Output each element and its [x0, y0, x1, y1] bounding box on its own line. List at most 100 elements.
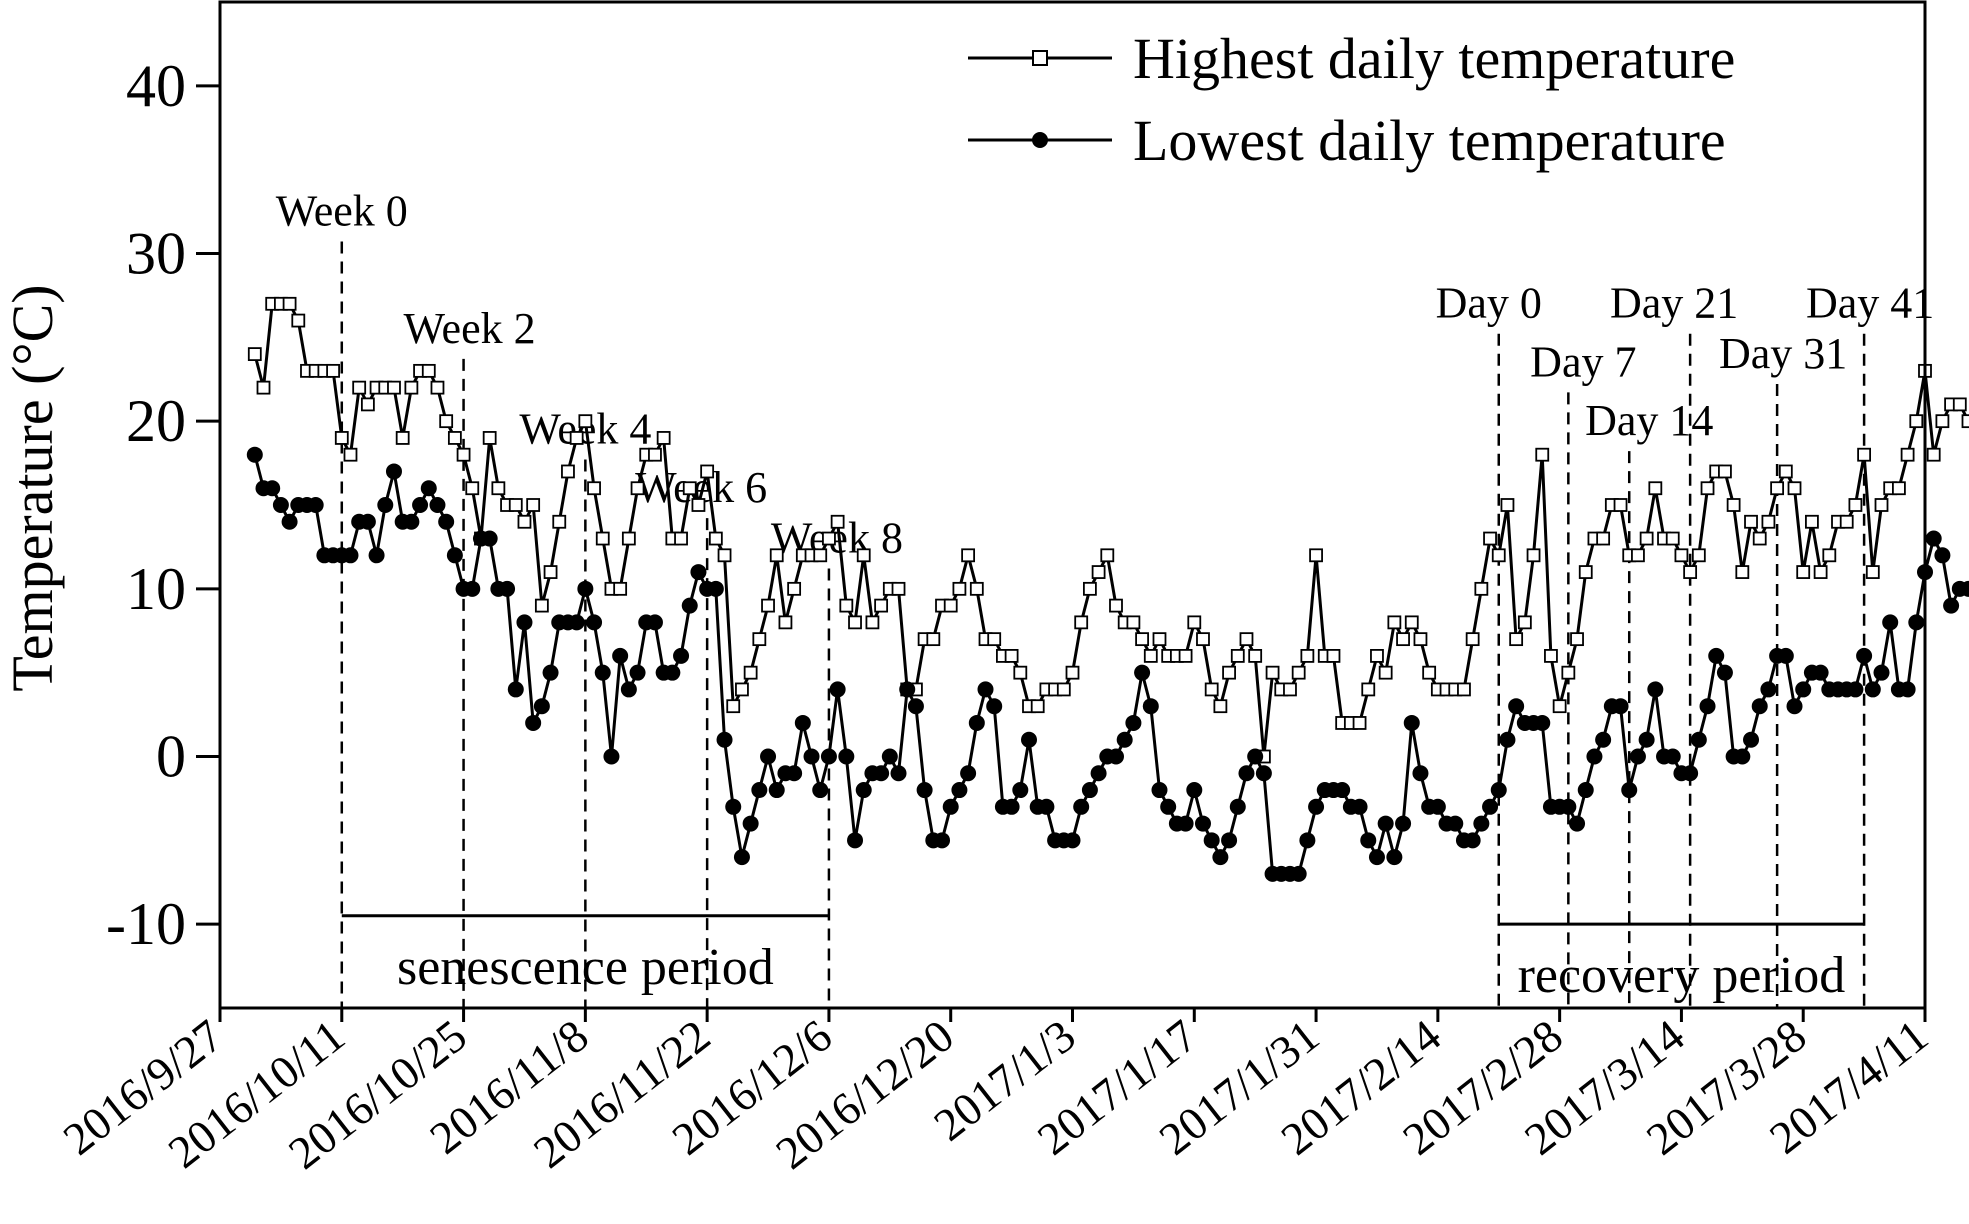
- annotation-label: Day 0: [1436, 279, 1542, 328]
- data-point-highest: [1570, 632, 1584, 647]
- data-point-highest: [326, 363, 340, 378]
- data-point-highest: [439, 414, 454, 429]
- data-point-highest: [1926, 447, 1941, 462]
- data-point-highest: [1839, 514, 1854, 529]
- data-point-lowest: [1351, 798, 1368, 815]
- data-point-lowest: [377, 497, 394, 513]
- data-point-lowest: [1125, 714, 1142, 731]
- data-point-highest: [1204, 682, 1219, 697]
- data-point-lowest: [690, 564, 707, 581]
- data-point-lowest: [1081, 782, 1098, 799]
- data-point-highest: [1300, 649, 1315, 663]
- data-point-lowest: [1760, 681, 1777, 698]
- data-point-lowest: [829, 681, 846, 698]
- data-point-highest: [1778, 464, 1793, 479]
- data-point-lowest: [1569, 815, 1586, 832]
- data-point-lowest: [812, 782, 829, 799]
- data-point-lowest: [1812, 664, 1829, 681]
- data-point-highest: [761, 598, 775, 613]
- annotation-label: Day 31: [1719, 329, 1847, 378]
- data-point-highest: [961, 548, 976, 563]
- data-point-highest: [256, 380, 271, 395]
- data-point-lowest: [577, 580, 594, 597]
- data-point-highest: [1613, 498, 1628, 512]
- data-point-lowest: [1664, 748, 1681, 765]
- data-point-highest: [587, 481, 601, 496]
- data-point-lowest: [1943, 597, 1960, 614]
- data-point-highest: [1500, 498, 1515, 512]
- data-point-highest: [552, 514, 567, 529]
- data-point-lowest: [525, 714, 542, 731]
- data-point-lowest: [1508, 698, 1525, 715]
- data-point-highest: [1404, 615, 1419, 630]
- data-point-lowest: [1490, 782, 1507, 799]
- data-point-lowest: [1368, 849, 1385, 866]
- annotation-label: Week 2: [404, 304, 536, 353]
- data-point-lowest: [594, 664, 611, 681]
- data-point-lowest: [1743, 731, 1760, 748]
- data-point-lowest: [742, 815, 759, 832]
- data-point-lowest: [1360, 832, 1377, 849]
- data-point-highest: [1787, 481, 1802, 496]
- data-point-highest: [1100, 548, 1115, 563]
- data-point-lowest: [1160, 798, 1177, 815]
- data-point-lowest: [1960, 580, 1969, 597]
- data-point-highest: [1935, 414, 1950, 429]
- data-point-highest: [1265, 665, 1280, 680]
- data-point-highest: [1718, 464, 1732, 479]
- data-point-lowest: [1142, 698, 1159, 715]
- data-point-highest: [1091, 565, 1106, 579]
- data-point-highest: [1857, 447, 1872, 462]
- data-point-highest: [1648, 481, 1663, 496]
- data-point-lowest: [1073, 798, 1090, 815]
- data-point-highest: [360, 397, 375, 412]
- data-point-highest: [1056, 682, 1071, 697]
- data-point-lowest: [1212, 849, 1229, 866]
- data-point-highest: [1900, 447, 1915, 462]
- annotation-label: Day 7: [1530, 337, 1636, 386]
- annotation-label: Week 0: [276, 187, 408, 236]
- data-point-highest: [743, 665, 758, 680]
- data-point-highest: [926, 632, 941, 647]
- data-point-highest: [465, 481, 480, 496]
- data-point-highest: [1848, 498, 1863, 512]
- data-point-highest: [1248, 649, 1263, 663]
- data-point-lowest: [664, 664, 681, 681]
- data-point-highest: [1813, 565, 1828, 579]
- data-point-lowest: [1403, 714, 1420, 731]
- data-point-highest: [1196, 632, 1210, 647]
- y-tick-label: -10: [106, 891, 186, 957]
- legend-label-highest: Highest daily temperature: [1133, 26, 1735, 91]
- data-point-highest: [674, 531, 688, 546]
- data-point-highest: [1396, 632, 1410, 647]
- data-point-highest: [717, 548, 732, 563]
- data-point-highest: [1535, 447, 1550, 462]
- data-point-highest: [1030, 699, 1045, 714]
- data-point-highest: [1691, 548, 1706, 563]
- data-point-lowest: [890, 765, 907, 782]
- data-point-highest: [656, 431, 671, 445]
- data-point-highest: [1230, 649, 1245, 663]
- data-point-highest: [1509, 632, 1524, 647]
- data-point-lowest: [1386, 849, 1403, 866]
- data-point-lowest: [1194, 815, 1211, 832]
- data-point-highest: [1309, 548, 1323, 563]
- data-point-lowest: [1012, 782, 1029, 799]
- data-point-highest: [1631, 548, 1645, 563]
- data-point-lowest: [942, 798, 959, 815]
- data-point-lowest: [881, 748, 898, 765]
- data-point-highest: [404, 380, 419, 395]
- data-point-highest: [630, 481, 645, 496]
- data-point-highest: [1892, 481, 1906, 496]
- y-tick-label: 0: [156, 724, 186, 790]
- data-point-highest: [1074, 615, 1089, 630]
- data-point-lowest: [603, 748, 620, 765]
- data-point-highest: [1361, 682, 1376, 697]
- data-point-highest: [865, 615, 880, 630]
- data-point-lowest: [1925, 530, 1942, 547]
- annotation-label: Day 14: [1585, 396, 1713, 445]
- data-point-highest: [1378, 665, 1393, 680]
- data-point-highest: [1770, 481, 1785, 496]
- data-point-lowest: [1395, 815, 1412, 832]
